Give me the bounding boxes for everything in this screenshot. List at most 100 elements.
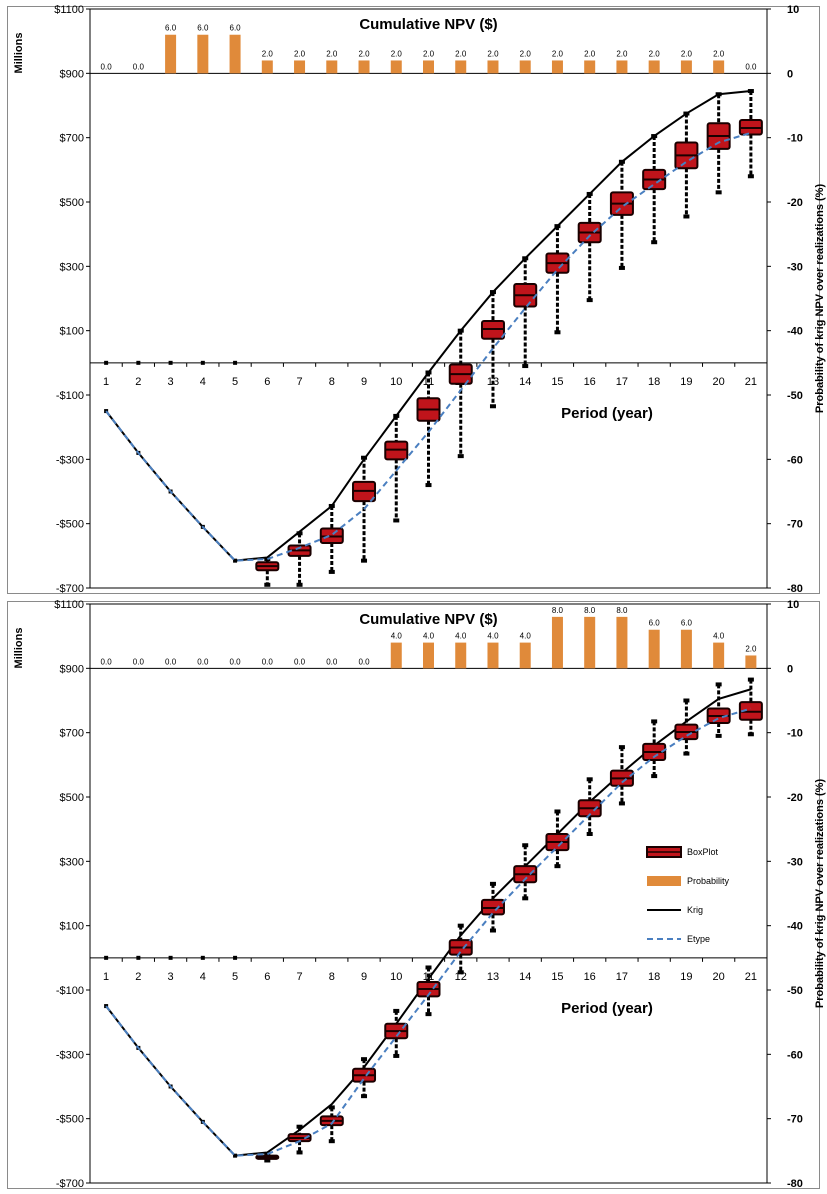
x-tick-label: 16 (584, 376, 596, 388)
left-tick-label: $1100 (54, 4, 84, 16)
right-tick-label: -50 (787, 390, 803, 402)
left-tick-label: $900 (60, 663, 84, 675)
x-tick-label: 1 (103, 376, 109, 388)
etype-line (105, 131, 752, 562)
probability-label: 0.0 (262, 657, 274, 666)
left-tick-label: $700 (60, 728, 84, 740)
whisker-cap (586, 777, 593, 782)
whisker-cap (522, 843, 529, 848)
left-tick-label: $100 (60, 921, 84, 933)
x-tick-label: 4 (200, 376, 206, 388)
x-tick-label: 16 (584, 971, 596, 983)
probability-label: 0.0 (133, 62, 145, 71)
plot-border (89, 603, 768, 1184)
whisker-cap (651, 719, 658, 724)
whisker-cap (264, 557, 271, 562)
probability-bar (487, 60, 499, 74)
left-tick-label: -$500 (56, 519, 84, 531)
right-tick-label: -70 (787, 1114, 803, 1126)
right-tick-label: -70 (787, 519, 803, 531)
right-tick-label: -60 (787, 1049, 803, 1061)
chart-panel-1: $1100 $900 $700 $500 $300 $100 -$100 -$300 -$500… (7, 4, 826, 595)
whisker-cap (618, 745, 625, 750)
whisker-cap (715, 682, 722, 687)
probability-bar (358, 60, 370, 74)
left-tick-label: -$300 (56, 454, 84, 466)
x-tick-label: 12 (455, 971, 467, 983)
box-marker (168, 360, 173, 365)
whisker-cap (296, 531, 303, 536)
whisker-cap (457, 328, 464, 333)
whisker-cap (618, 159, 625, 164)
whisker-cap (715, 92, 722, 97)
right-tick-label: -30 (787, 261, 803, 273)
probability-label: 0.0 (358, 657, 370, 666)
x-tick-label: 10 (390, 376, 402, 388)
probability-bar (713, 642, 725, 669)
probability-bar (197, 34, 209, 74)
x-tick-label: 3 (168, 971, 174, 983)
whisker-cap (554, 809, 561, 814)
legend-swatch-probability (647, 876, 681, 886)
probability-label: 6.0 (649, 619, 661, 628)
whisker-cap (328, 569, 335, 574)
whisker-cap (393, 413, 400, 418)
probability-label: 4.0 (487, 632, 499, 641)
probability-label: 6.0 (165, 24, 177, 33)
probability-label: 8.0 (616, 606, 628, 615)
probability-bar (423, 642, 434, 669)
right-tick-label: -10 (787, 728, 803, 740)
x-tick-label: 21 (745, 971, 757, 983)
probability-label: 2.0 (681, 49, 693, 58)
whisker-cap (747, 174, 754, 179)
left-tick-label: $900 (60, 68, 84, 80)
whisker-cap (489, 290, 496, 295)
whisker-cap (296, 1124, 303, 1129)
probability-label: 4.0 (520, 632, 532, 641)
chart-title: Cumulative NPV ($) (359, 16, 497, 33)
legend: BoxPlot Probability Krig Etype (646, 846, 730, 944)
whisker-cap (683, 751, 690, 756)
whisker-cap (425, 965, 432, 970)
probability-bar (519, 60, 531, 74)
right-tick-label: 0 (787, 663, 793, 675)
x-tick-label: 21 (745, 376, 757, 388)
whisker-cap (328, 503, 335, 508)
x-tick-label: 2 (135, 971, 141, 983)
x-tick-label: 10 (390, 971, 402, 983)
whisker-cap (328, 1105, 335, 1110)
probability-bar (487, 642, 499, 669)
x-tick-label: 7 (296, 376, 302, 388)
probability-label: 2.0 (455, 49, 467, 58)
box-marker (233, 558, 238, 563)
whisker-cap (328, 1139, 335, 1144)
whisker-cap (361, 1057, 368, 1062)
whisker-cap (264, 1152, 271, 1157)
right-tick-label: -40 (787, 921, 803, 933)
left-tick-label: -$500 (56, 1114, 84, 1126)
panel-frame (7, 601, 820, 1189)
probability-bar (455, 642, 467, 669)
x-tick-label: 3 (168, 376, 174, 388)
x-tick-label: 19 (680, 376, 692, 388)
whisker-cap (425, 483, 432, 488)
legend-entry: Krig (687, 905, 703, 915)
probability-bar (713, 60, 725, 74)
x-tick-label: 9 (361, 376, 367, 388)
whisker-cap (393, 1053, 400, 1058)
probability-label: 4.0 (713, 632, 725, 641)
probability-bar (390, 60, 402, 74)
x-tick-label: 13 (487, 971, 499, 983)
box-marker (104, 955, 109, 960)
probability-bar (551, 60, 563, 74)
box-marker (136, 955, 141, 960)
probability-label: 2.0 (552, 49, 564, 58)
probability-label: 8.0 (552, 606, 564, 615)
x-tick-label: 9 (361, 971, 367, 983)
whisker-cap (457, 970, 464, 975)
probability-bar (455, 60, 467, 74)
whisker-cap (554, 864, 561, 869)
left-tick-label: -$100 (56, 390, 84, 402)
right-tick-label: -60 (787, 454, 803, 466)
probability-label: 6.0 (681, 619, 693, 628)
